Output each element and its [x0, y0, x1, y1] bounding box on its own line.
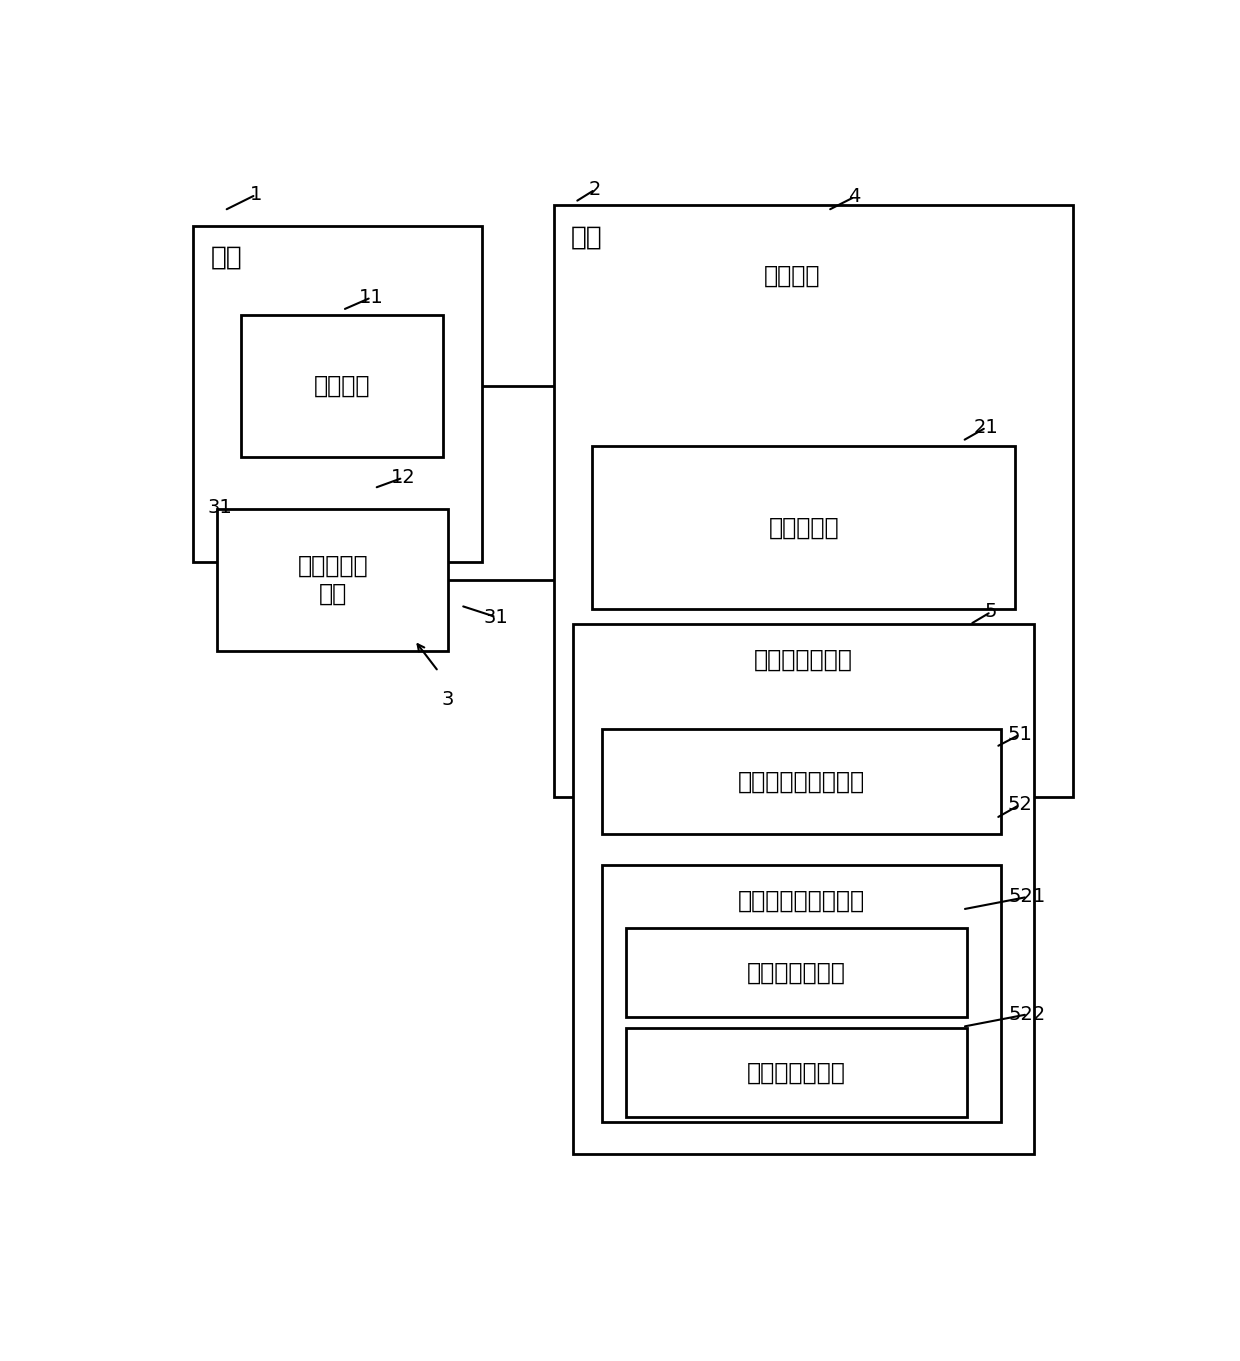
FancyBboxPatch shape [601, 866, 1001, 1123]
Text: 5: 5 [985, 603, 997, 622]
FancyBboxPatch shape [217, 509, 448, 651]
Text: 52: 52 [1007, 795, 1033, 814]
Text: 扩充卡单元: 扩充卡单元 [769, 516, 839, 539]
FancyBboxPatch shape [554, 206, 1073, 798]
Text: 522: 522 [1009, 1004, 1047, 1023]
Text: 可编程逻辑
单元: 可编程逻辑 单元 [298, 554, 368, 606]
Text: 第二状态指示灯: 第二状态指示灯 [746, 961, 846, 985]
FancyBboxPatch shape [242, 316, 444, 457]
Text: 3: 3 [441, 690, 454, 709]
Text: 硬盘单元: 硬盘单元 [764, 264, 820, 289]
Text: 处理单元: 处理单元 [314, 374, 371, 397]
Text: 51: 51 [1007, 725, 1033, 744]
Text: 第三状态指示灯: 第三状态指示灯 [746, 1060, 846, 1085]
Text: 硬盘指示灯单元: 硬盘指示灯单元 [754, 648, 853, 671]
Text: 1: 1 [249, 185, 262, 204]
Text: 主板: 主板 [211, 245, 243, 271]
Text: 21: 21 [973, 418, 998, 437]
FancyBboxPatch shape [626, 928, 967, 1018]
Text: 31: 31 [208, 498, 233, 517]
FancyBboxPatch shape [573, 625, 1034, 1154]
FancyBboxPatch shape [626, 1028, 967, 1117]
Text: 2: 2 [589, 180, 601, 199]
FancyBboxPatch shape [193, 226, 481, 562]
FancyBboxPatch shape [670, 215, 914, 336]
FancyBboxPatch shape [601, 729, 1001, 834]
Text: 12: 12 [391, 468, 415, 487]
Text: 第二状态指示灯模块: 第二状态指示灯模块 [738, 889, 864, 912]
Text: 背板: 背板 [572, 225, 603, 250]
Text: 31: 31 [484, 607, 508, 626]
Text: 第一状态指示灯模块: 第一状态指示灯模块 [738, 769, 864, 793]
Text: 521: 521 [1009, 887, 1047, 906]
Text: 11: 11 [358, 289, 383, 308]
FancyBboxPatch shape [593, 446, 1016, 608]
Text: 4: 4 [848, 188, 861, 207]
